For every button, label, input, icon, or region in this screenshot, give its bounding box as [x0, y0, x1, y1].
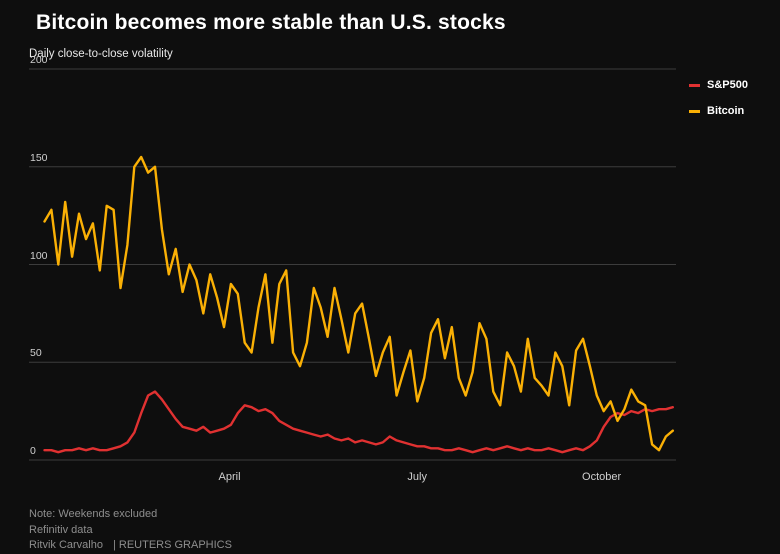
y-tick-label-200: 200	[30, 54, 48, 66]
legend-item-bitcoin: Bitcoin	[689, 105, 748, 117]
x-tick-label-april: April	[218, 471, 241, 483]
y-tick-label-0: 0	[30, 445, 36, 457]
y-tick-label-150: 150	[30, 151, 48, 164]
x-tick-label-october: October	[582, 471, 622, 483]
chart-svg	[29, 68, 676, 461]
legend-label-sp500: S&P500	[707, 79, 748, 91]
legend-label-bitcoin: Bitcoin	[707, 105, 745, 117]
footer-credit: | REUTERS GRAPHICS	[112, 539, 232, 551]
line-sp500	[43, 390, 674, 454]
x-tick-label-july: July	[407, 471, 427, 483]
sp500-line-swatch	[689, 83, 700, 87]
footer-source: Refinitiv data	[29, 523, 93, 536]
chart-title: Bitcoin becomes more stable than U.S. st…	[36, 11, 506, 34]
chart-legend: S&P500 Bitcoin	[689, 79, 748, 131]
y-tick-label-50: 50	[30, 347, 42, 360]
chart-footer: Note: Weekends excluded Refinitiv data R…	[29, 507, 232, 554]
legend-item-sp500: S&P500	[689, 79, 748, 91]
line-bitcoin	[43, 155, 674, 452]
footer-byline: Ritvik Carvalho	[29, 539, 103, 551]
chart-subtitle: Daily close-to-close volatility	[29, 48, 173, 60]
footer-byline-row: Ritvik Carvalho | REUTERS GRAPHICS	[29, 538, 232, 554]
bitcoin-line-swatch	[689, 109, 700, 113]
chart-area: 0 50 100 150 200 April July October	[29, 54, 676, 483]
footer-note: Note: Weekends excluded	[29, 508, 158, 520]
y-tick-label-100: 100	[30, 249, 48, 262]
